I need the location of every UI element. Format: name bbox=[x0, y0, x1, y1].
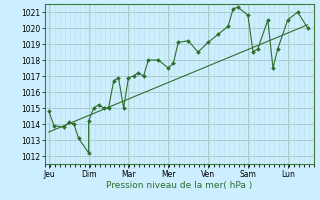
X-axis label: Pression niveau de la mer( hPa ): Pression niveau de la mer( hPa ) bbox=[106, 181, 252, 190]
